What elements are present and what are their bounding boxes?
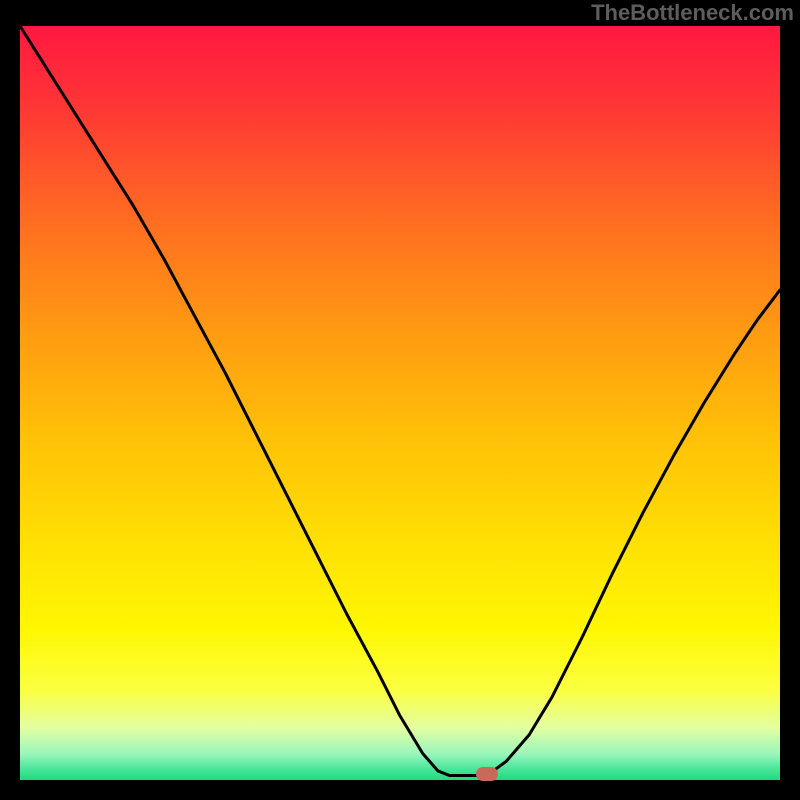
watermark-text: TheBottleneck.com bbox=[591, 0, 794, 26]
plot-frame bbox=[20, 26, 780, 780]
canvas-root: TheBottleneck.com bbox=[0, 0, 800, 800]
curve-minimum-marker bbox=[476, 767, 498, 781]
gradient-background bbox=[20, 26, 780, 780]
plot-area bbox=[20, 26, 780, 780]
